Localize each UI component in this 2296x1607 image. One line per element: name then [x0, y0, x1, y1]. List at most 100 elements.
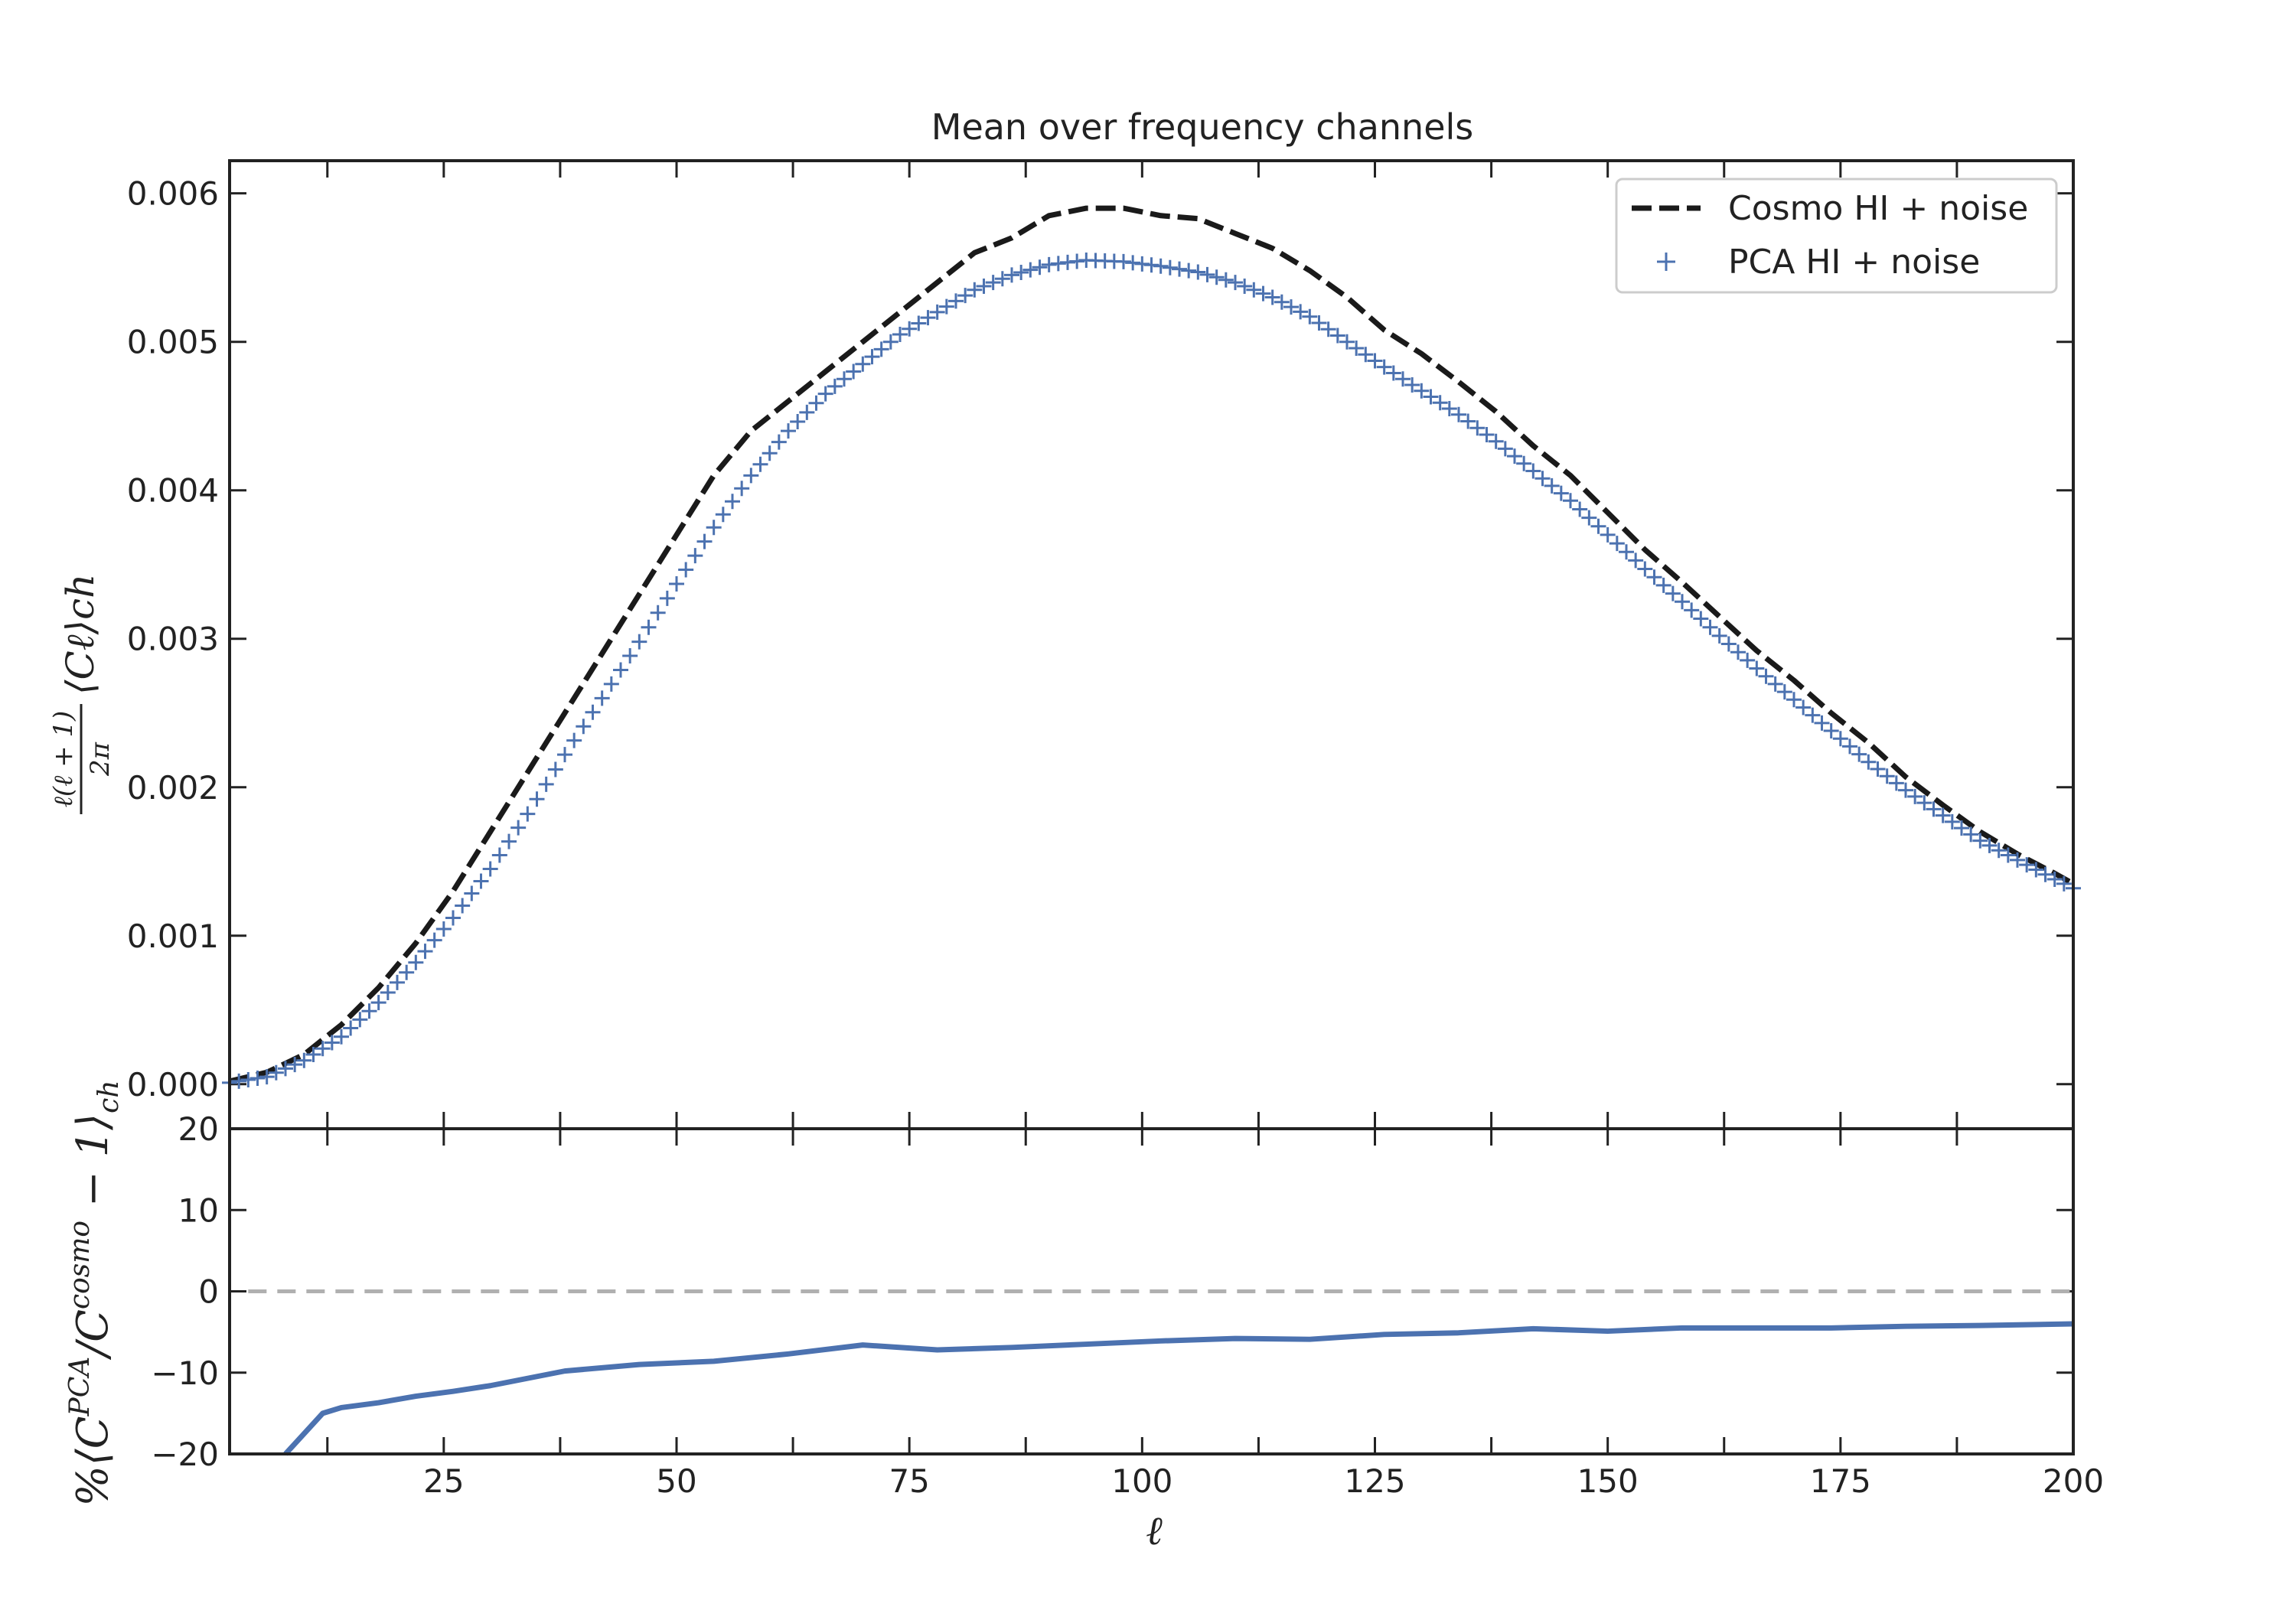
pca-point-marker: [2037, 866, 2053, 882]
pca-point-marker: [808, 395, 824, 411]
pca-point-marker: [1861, 754, 1877, 770]
pca-point-marker: [1404, 376, 1420, 393]
pca-point-marker: [734, 481, 750, 497]
pca-point-marker: [1022, 262, 1039, 278]
pca-point-marker: [1032, 259, 1048, 275]
top-y-tick-label: 0.004: [127, 472, 219, 510]
pca-point-marker: [1497, 441, 1513, 457]
top-y-tick-label: 0.001: [127, 918, 219, 955]
pca-point-marker: [538, 776, 554, 792]
pca-point-marker: [1441, 401, 1457, 417]
pca-point-marker: [1720, 636, 1737, 652]
pca-point-marker: [1255, 285, 1271, 302]
pca-point-marker: [1320, 321, 1336, 337]
pca-point-marker: [399, 964, 415, 980]
pca-point-marker: [1842, 738, 1857, 755]
pca-point-marker: [882, 334, 899, 350]
pca-point-marker: [1339, 334, 1355, 350]
pca-point-marker: [1432, 395, 1448, 411]
pca-point-marker: [1944, 813, 1960, 830]
pca-point-marker: [1832, 731, 1848, 747]
pca-point-marker: [1619, 544, 1634, 560]
pca-point-marker: [1349, 340, 1365, 356]
pca-point-marker: [473, 873, 489, 889]
pca-point-marker: [957, 288, 974, 304]
pca-point-marker: [2010, 852, 2025, 868]
x-tick-label: 125: [1344, 1462, 1405, 1500]
pca-point-marker: [1898, 782, 1913, 798]
pca-point-marker: [948, 293, 964, 309]
x-tick-label: 200: [2043, 1462, 2104, 1500]
pca-point-marker: [1628, 553, 1644, 569]
pca-point-marker: [799, 404, 815, 420]
pca-point-marker: [1926, 801, 1942, 817]
x-tick-label: 25: [423, 1462, 464, 1500]
pca-point-marker: [231, 1073, 247, 1089]
pca-point-marker: [334, 1028, 349, 1045]
pca-point-marker: [249, 1071, 266, 1087]
pca-point-marker: [1600, 526, 1616, 543]
top-y-label-rest: ⟨Cℓ⟩ch: [58, 574, 103, 695]
bottom-y-tick-label: 10: [178, 1191, 219, 1229]
pca-point-marker: [1879, 768, 1895, 784]
ratio-line: [283, 1321, 2074, 1456]
pca-point-marker: [305, 1046, 321, 1062]
pca-point-marker: [1702, 619, 1718, 635]
pca-point-marker: [361, 1003, 377, 1019]
pca-point-marker: [641, 619, 657, 635]
pca-point-marker: [902, 321, 918, 337]
legend: Cosmo HI + noise PCA HI + noise: [1615, 178, 2058, 294]
pca-point-marker: [1376, 359, 1392, 375]
pca-point-marker: [1888, 775, 1904, 791]
top-ytick-labels: 0.000 0.001 0.002 0.003 0.004 0.005 0.006: [127, 175, 219, 1103]
pca-point-marker: [1963, 826, 1979, 843]
pca-point-marker: [1237, 278, 1253, 294]
pca-point-marker: [846, 363, 862, 380]
pca-point-marker: [622, 648, 638, 664]
bottom-y-tick-label: 0: [198, 1273, 219, 1311]
pca-point-marker: [2047, 872, 2063, 888]
pca-point-marker: [1749, 660, 1765, 676]
bottom-y-axis-label: %⟨CPCA/Ccosmo − 1⟩ch: [64, 1081, 125, 1507]
legend-label-cosmo: Cosmo HI + noise: [1728, 189, 2028, 228]
pca-point-marker: [1218, 272, 1234, 288]
legend-label-pca: PCA HI + noise: [1728, 243, 1980, 282]
pca-point-marker: [566, 732, 582, 748]
pca-point-marker: [1479, 426, 1495, 442]
pca-point-marker: [1981, 837, 1998, 853]
pca-point-marker: [892, 327, 908, 343]
pca-point-marker: [576, 719, 592, 735]
series-pca-markers: [222, 252, 2081, 1090]
pca-point-marker: [1469, 420, 1486, 436]
pca-point-marker: [659, 590, 675, 606]
series-cosmo-line: [229, 205, 2075, 1084]
pca-point-marker: [687, 548, 703, 564]
pca-point-marker: [1758, 668, 1774, 684]
top-panel-frame: [228, 159, 2075, 1130]
x-tick-label: 75: [889, 1462, 929, 1500]
pca-point-marker: [435, 921, 452, 937]
pca-point-marker: [1590, 518, 1606, 534]
pca-point-marker: [1870, 761, 1886, 777]
pca-point-marker: [1153, 258, 1169, 274]
pca-point-marker: [603, 676, 619, 692]
pca-point-marker: [529, 791, 545, 807]
pca-point-marker: [370, 995, 386, 1011]
pca-point-marker: [817, 386, 833, 402]
pca-point-marker: [1172, 261, 1187, 277]
pca-point-marker: [455, 898, 471, 914]
pca-point-marker: [1637, 561, 1653, 577]
pca-point-marker: [1367, 353, 1383, 369]
pca-point-marker: [613, 662, 628, 678]
pca-point-marker: [1907, 788, 1923, 804]
pca-point-marker: [315, 1041, 331, 1057]
top-data: [222, 205, 2081, 1090]
pca-point-marker: [1935, 807, 1951, 823]
legend-plus-marker: [1657, 253, 1675, 271]
pca-point-marker: [743, 468, 759, 484]
pca-point-marker: [1395, 371, 1411, 387]
pca-point-marker: [324, 1035, 340, 1051]
bottom-y-tick-label: −10: [151, 1354, 219, 1392]
x-tick-label: 175: [1810, 1462, 1871, 1500]
pca-point-marker: [1516, 455, 1532, 471]
